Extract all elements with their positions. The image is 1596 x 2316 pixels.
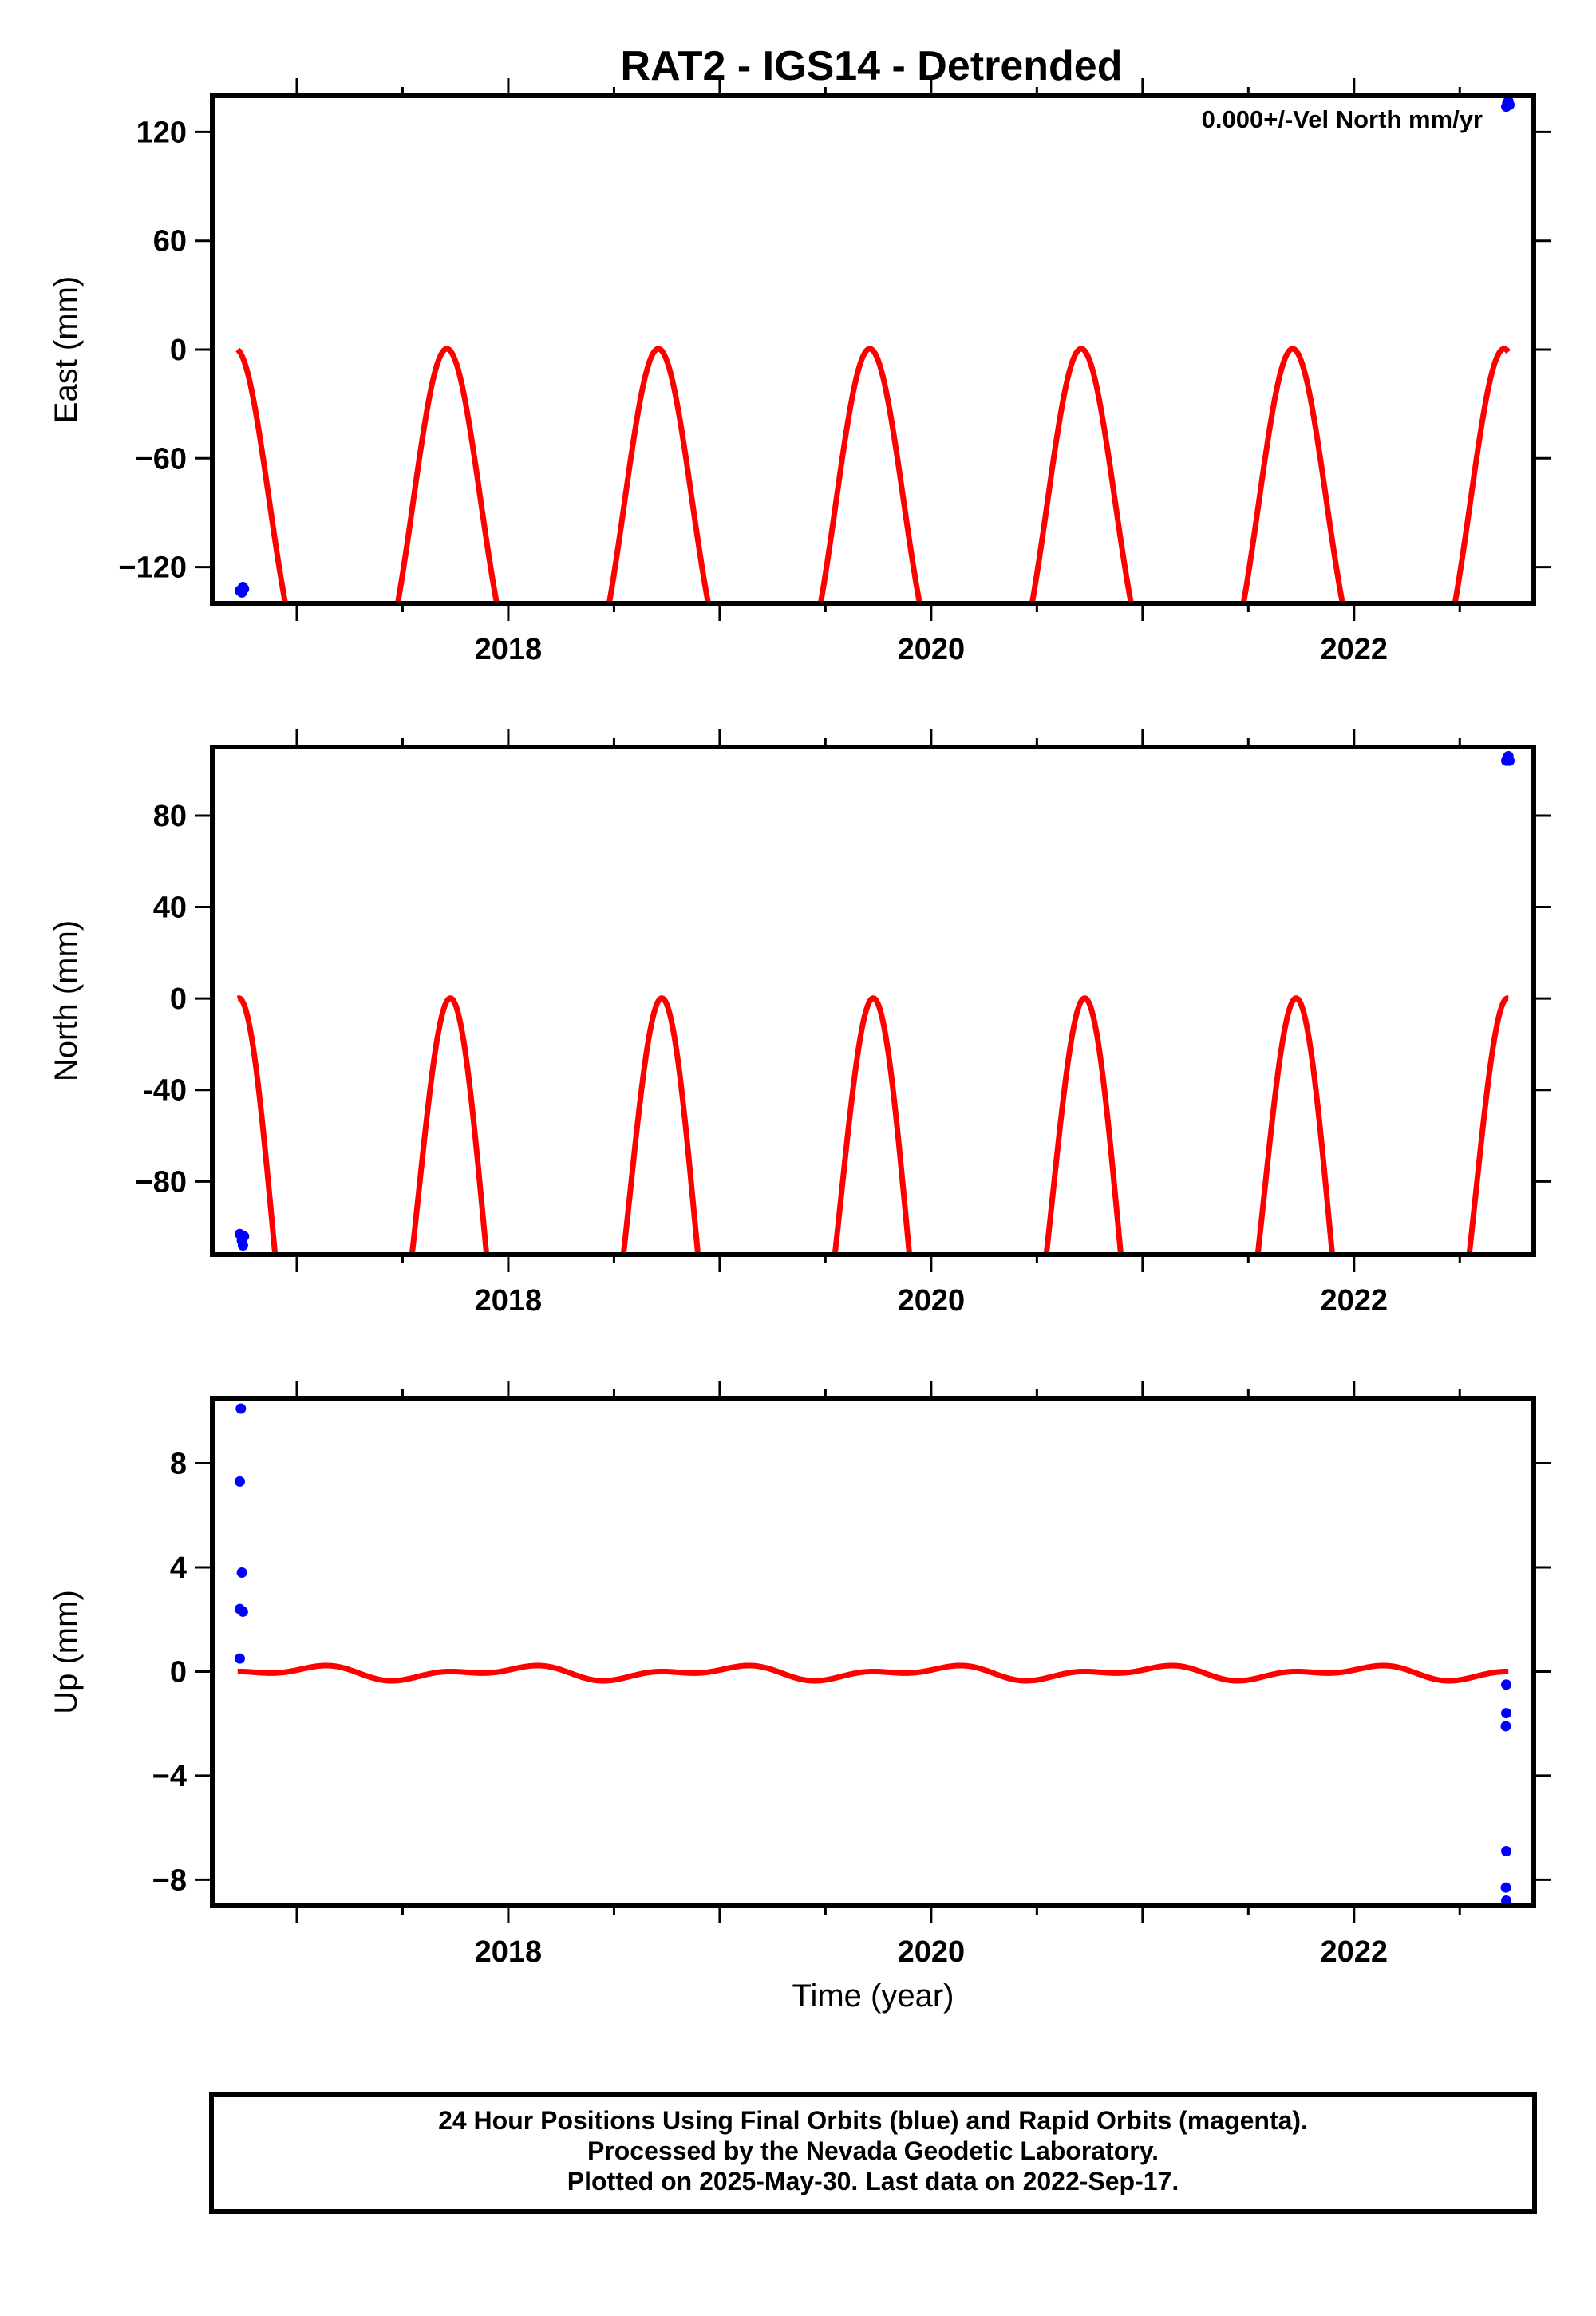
footer-frame: [209, 2092, 1537, 2214]
data-point: [1504, 99, 1515, 110]
x-tick-label: 2022: [1321, 1935, 1389, 1969]
y-tick-label: 40: [153, 891, 187, 925]
y-tick-label: −4: [152, 1760, 187, 1793]
data-point: [1501, 1708, 1512, 1719]
data-point: [236, 1567, 247, 1579]
panel-east: 2018 2020 2022 −120 −60 0 60 120 East (mm) 0.000+…: [49, 78, 1551, 666]
data-point: [234, 1476, 245, 1487]
y-tick-label: 0: [170, 982, 187, 1016]
panel-north: 2018 2020 2022 −80 -40 0 40 80 North (mm): [49, 729, 1551, 1318]
data-point: [1500, 1882, 1511, 1893]
model-curve: [236, 1662, 1510, 1684]
x-tick-label: 2020: [898, 633, 966, 666]
x-tick-label: 2018: [475, 633, 543, 666]
y-tick-label: 8: [170, 1448, 187, 1481]
chart-title: RAT2 - IGS14 - Detrended: [621, 43, 1123, 89]
footer-line-3: Plotted on 2025-May-30. Last data on 202…: [567, 2167, 1179, 2195]
plot-frame: [210, 1396, 1536, 1908]
velocity-annotation: 0.000+/-Vel North mm/yr: [1202, 105, 1483, 133]
data-point: [239, 583, 250, 595]
y-tick-label: −120: [118, 551, 187, 585]
plot-frame: [210, 745, 1536, 1257]
y-tick-label: −8: [152, 1863, 187, 1897]
model-curve: [236, 995, 1510, 1255]
y-tick-label: 4: [170, 1551, 187, 1585]
y-axis-label: North (mm): [49, 920, 84, 1081]
data-point: [1501, 1679, 1512, 1690]
x-tick-label: 2022: [1321, 633, 1389, 666]
data-point: [1501, 1895, 1512, 1906]
data-point: [237, 1606, 248, 1617]
y-axis-label: East (mm): [49, 276, 84, 423]
y-tick-label: −60: [136, 442, 187, 476]
y-tick-label: 80: [153, 800, 187, 833]
data-point: [239, 1231, 250, 1242]
data-point: [234, 1653, 245, 1664]
footer-line-2: Processed by the Nevada Geodetic Laborat…: [587, 2136, 1159, 2165]
y-tick-label: 120: [136, 116, 187, 149]
data-point: [1504, 755, 1515, 766]
x-tick-label: 2020: [898, 1284, 966, 1318]
x-tick-label: 2018: [475, 1284, 543, 1318]
data-point: [237, 1240, 248, 1251]
x-tick-label: 2022: [1321, 1284, 1389, 1318]
y-tick-label: 0: [170, 1655, 187, 1689]
panel-up: 2018 2020 2022 −8 −4 0 4 8 Up (mm) Time (year): [49, 1381, 1551, 2014]
data-point: [1500, 1721, 1511, 1732]
model-curve: [235, 346, 1511, 603]
plot-frame: [210, 93, 1536, 606]
y-tick-label: -40: [143, 1074, 187, 1108]
y-axis-label: Up (mm): [49, 1590, 84, 1714]
footer-box: 24 Hour Positions Using Final Orbits (bl…: [209, 2092, 1537, 2214]
footer-line-1: 24 Hour Positions Using Final Orbits (bl…: [438, 2106, 1308, 2135]
x-axis-label: Time (year): [792, 1978, 954, 2014]
data-point: [235, 1403, 247, 1414]
y-tick-label: 0: [170, 334, 187, 367]
x-tick-label: 2020: [898, 1935, 966, 1969]
y-tick-label: −80: [136, 1165, 187, 1199]
y-tick-label: 60: [153, 225, 187, 259]
data-point: [1501, 1846, 1512, 1857]
x-tick-label: 2018: [475, 1935, 543, 1969]
